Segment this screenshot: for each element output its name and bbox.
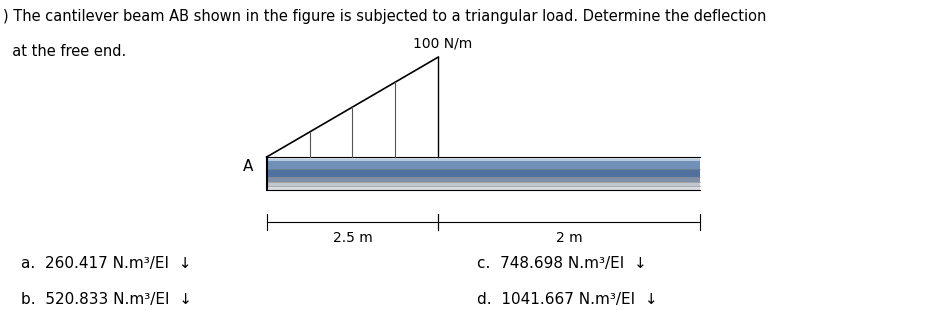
Text: a.  260.417 N.m³/EI  ↓: a. 260.417 N.m³/EI ↓ [21, 256, 191, 271]
Text: 2 m: 2 m [555, 231, 582, 245]
Text: 2.5 m: 2.5 m [332, 231, 372, 245]
Bar [267, 157, 699, 159]
Bar [267, 181, 699, 186]
Text: b.  520.833 N.m³/EI  ↓: b. 520.833 N.m³/EI ↓ [21, 292, 192, 307]
Text: d.  1041.667 N.m³/EI  ↓: d. 1041.667 N.m³/EI ↓ [476, 292, 657, 307]
Text: A: A [242, 159, 253, 174]
Bar [267, 161, 699, 169]
Text: at the free end.: at the free end. [3, 44, 126, 59]
Bar [267, 159, 699, 161]
Text: c.  748.698 N.m³/EI  ↓: c. 748.698 N.m³/EI ↓ [476, 256, 646, 271]
Bar [267, 177, 699, 181]
Bar [267, 186, 699, 190]
Bar [267, 169, 699, 177]
Text: 100 N/m: 100 N/m [413, 37, 472, 51]
Text: ) The cantilever beam AB shown in the figure is subjected to a triangular load. : ) The cantilever beam AB shown in the fi… [3, 9, 766, 24]
